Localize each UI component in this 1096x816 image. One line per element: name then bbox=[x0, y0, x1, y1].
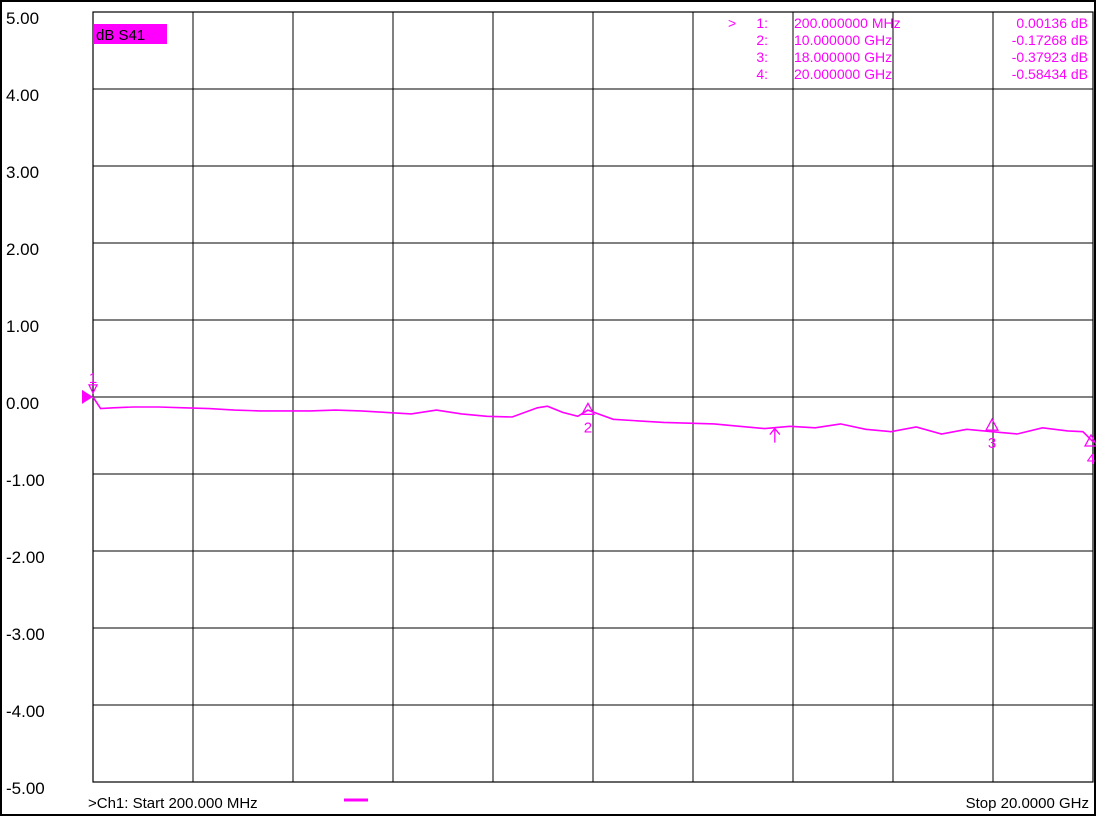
active-marker-arrow bbox=[82, 389, 93, 404]
marker-readout-frequency: 20.000000 GHz bbox=[794, 66, 892, 82]
trace-label: dB S41 bbox=[96, 27, 145, 44]
marker-readout-value: -0.37923 dB bbox=[1012, 49, 1088, 65]
y-tick-label: -4.00 bbox=[6, 702, 45, 721]
marker-readout-number: 1: bbox=[756, 15, 768, 31]
marker-readout-frequency: 10.000000 GHz bbox=[794, 32, 892, 48]
marker-number-label: 1 bbox=[89, 370, 97, 387]
y-tick-label: -5.00 bbox=[6, 779, 45, 798]
reference-arrow-icon bbox=[769, 427, 781, 443]
y-tick-label: 1.00 bbox=[6, 317, 39, 336]
start-frequency-label: >Ch1: Start 200.000 MHz bbox=[88, 795, 258, 812]
marker-readout-number: 4: bbox=[756, 66, 768, 82]
y-axis-tick-labels: 5.00 4.00 3.00 2.00 1.00 0.00 -1.00 -2.00 -3.00 -… bbox=[6, 9, 45, 798]
plot-grid bbox=[92, 11, 1094, 783]
marker-readout-number: 2: bbox=[756, 32, 768, 48]
trace-label-background bbox=[93, 24, 167, 44]
marker-readout-value: -0.17268 dB bbox=[1012, 32, 1088, 48]
y-tick-label: -2.00 bbox=[6, 548, 45, 567]
marker-readout-value: -0.58434 dB bbox=[1012, 66, 1088, 82]
active-marker-indicator: > bbox=[728, 15, 736, 31]
y-tick-label: 4.00 bbox=[6, 86, 39, 105]
marker-triangle bbox=[580, 401, 596, 415]
stop-frequency-label: Stop 20.0000 GHz bbox=[966, 795, 1089, 812]
marker-readout-value: 0.00136 dB bbox=[1016, 15, 1088, 31]
trace-markers: 1 2 3 4 bbox=[82, 370, 1096, 468]
marker-triangle bbox=[984, 417, 1000, 431]
y-tick-label: 3.00 bbox=[6, 163, 39, 182]
marker-number-label: 3 bbox=[988, 435, 996, 452]
marker-triangle bbox=[1083, 433, 1096, 447]
marker-readout-table: >1: 200.000000 MHz 0.00136 dB 2: 10.000000 G… bbox=[728, 15, 1088, 82]
y-tick-label: 0.00 bbox=[6, 394, 39, 413]
y-tick-label: 2.00 bbox=[6, 240, 39, 259]
marker-readout-frequency: 200.000000 MHz bbox=[794, 15, 901, 31]
marker-readout-number: 3: bbox=[756, 49, 768, 65]
y-tick-label: -3.00 bbox=[6, 625, 45, 644]
marker-number-label: 2 bbox=[584, 419, 592, 436]
s41-trace-line bbox=[92, 396, 1094, 443]
marker-number-label: 4 bbox=[1087, 451, 1095, 468]
trace-label-badge: dB S41 bbox=[93, 24, 167, 44]
marker-readout-frequency: 18.000000 GHz bbox=[794, 49, 892, 65]
marker-triangle bbox=[87, 384, 99, 395]
y-tick-label: 5.00 bbox=[6, 9, 39, 28]
y-tick-label: -1.00 bbox=[6, 471, 45, 490]
